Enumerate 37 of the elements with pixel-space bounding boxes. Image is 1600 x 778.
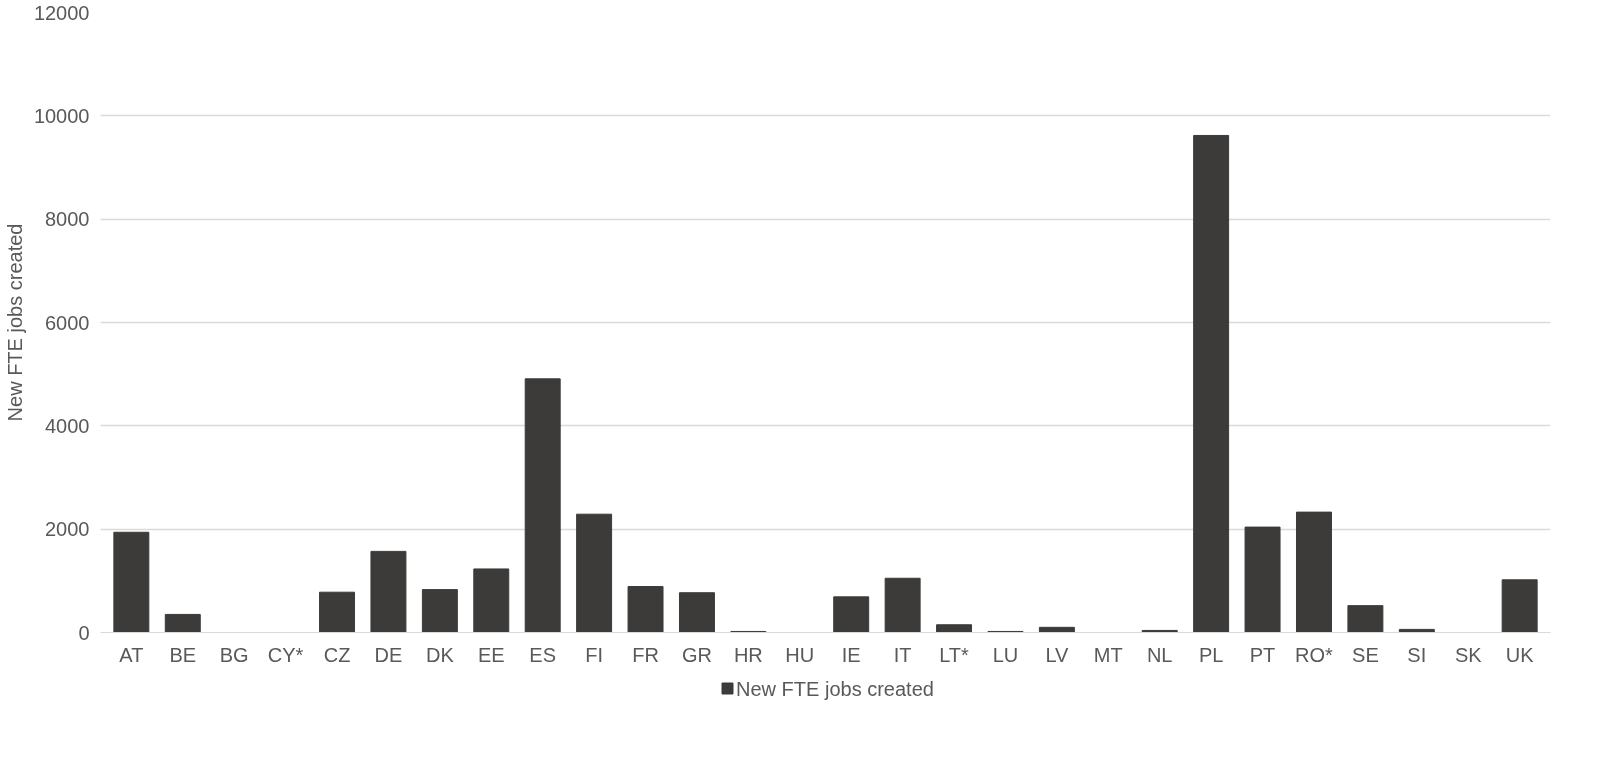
y-tick-label: 0 bbox=[78, 621, 90, 644]
x-tick-label: IE bbox=[841, 643, 861, 666]
y-axis-title: New FTE jobs created bbox=[3, 223, 26, 422]
x-tick-label: HR bbox=[733, 643, 763, 666]
x-tick-label: FR bbox=[632, 643, 659, 666]
y-tick-label: 4000 bbox=[45, 414, 90, 437]
x-tick-label: MT bbox=[1093, 643, 1123, 666]
x-tick-label: SI bbox=[1407, 643, 1427, 666]
x-tick-label: LT* bbox=[939, 643, 970, 666]
x-tick-label: HU bbox=[785, 643, 815, 666]
x-tick-label: BG bbox=[219, 643, 249, 666]
x-tick-label: SK bbox=[1454, 643, 1483, 666]
x-tick-label: AT bbox=[119, 643, 144, 666]
y-tick-label: 8000 bbox=[45, 208, 90, 231]
x-tick-label: LU bbox=[992, 643, 1019, 666]
legend-label: New FTE jobs created bbox=[736, 677, 934, 700]
x-tick-label: RO* bbox=[1295, 643, 1334, 666]
x-tick-label: BE bbox=[169, 643, 197, 666]
x-tick-label: DE bbox=[374, 643, 403, 666]
x-tick-label: GR bbox=[681, 643, 712, 666]
x-tick-label: SE bbox=[1352, 643, 1379, 666]
x-tick-label: FI bbox=[585, 643, 604, 666]
x-tick-label: PT bbox=[1249, 643, 1276, 666]
x-tick-label: LV bbox=[1045, 643, 1070, 666]
y-tick-label: 10000 bbox=[33, 104, 90, 127]
x-tick-label: CY* bbox=[267, 643, 304, 666]
y-tick-label: 12000 bbox=[33, 1, 90, 24]
x-tick-label: EE bbox=[477, 643, 505, 666]
x-tick-label: NL bbox=[1146, 643, 1173, 666]
x-tick-label: IT bbox=[893, 643, 912, 666]
x-tick-label: DK bbox=[425, 643, 455, 666]
y-tick-label: 2000 bbox=[45, 518, 90, 541]
x-tick-label: ES bbox=[529, 643, 557, 666]
x-tick-label: CZ bbox=[323, 643, 351, 666]
x-tick-label: PL bbox=[1198, 643, 1224, 666]
y-tick-label: 6000 bbox=[45, 311, 90, 334]
x-tick-label: UK bbox=[1505, 643, 1535, 666]
